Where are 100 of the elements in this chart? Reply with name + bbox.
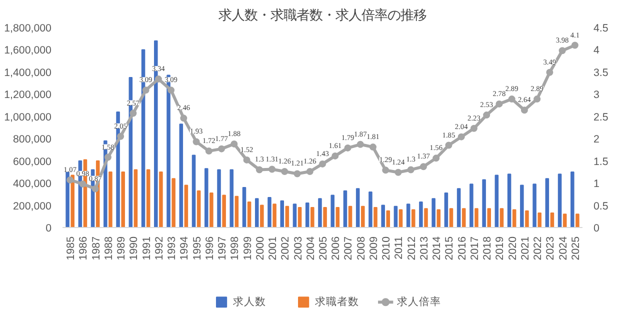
bar (159, 171, 163, 228)
y2-tick-label: 1 (594, 178, 600, 190)
point (130, 110, 137, 117)
bar (494, 174, 499, 228)
x-tick-label: 2018 (482, 236, 494, 260)
bar (456, 188, 461, 228)
point (470, 124, 478, 132)
y2-tick-label: 0 (594, 222, 600, 234)
bar (520, 184, 524, 228)
bar (406, 204, 410, 228)
x-tick-label: 2015 (444, 236, 456, 260)
bar (474, 208, 478, 228)
bar (424, 208, 428, 228)
x-tick-label: 1985 (65, 236, 78, 260)
bar (247, 201, 252, 228)
y-tick-label: 1,600,000 (4, 44, 52, 57)
x-tick-label: 1991 (140, 236, 153, 260)
bar (268, 197, 272, 228)
bar (336, 207, 340, 228)
bar (381, 204, 385, 228)
point (445, 142, 452, 149)
bar (512, 209, 516, 228)
x-tick-label: 1988 (102, 236, 115, 260)
point (332, 152, 339, 160)
point (294, 170, 301, 178)
bar (558, 174, 562, 228)
bar (432, 198, 436, 228)
point (382, 166, 390, 174)
y2-tick-label: 4 (594, 44, 600, 57)
bar (146, 169, 150, 228)
y-tick-label: 1,800,000 (4, 22, 52, 34)
bar (374, 207, 378, 228)
point (508, 96, 516, 103)
point (496, 100, 503, 108)
x-tick-label: 1999 (242, 236, 254, 260)
bar (242, 187, 246, 228)
bar (398, 209, 403, 228)
x-tick-label: 1996 (204, 236, 216, 260)
x-tick-label: 2002 (280, 236, 292, 260)
point (534, 96, 541, 103)
x-tick-label: 2011 (393, 236, 406, 260)
y-tick-label: 200,000 (12, 200, 52, 212)
y-tick-label: 600,000 (12, 156, 52, 168)
bar (204, 168, 208, 228)
x-tick-label: 2024 (557, 236, 570, 260)
point (154, 76, 162, 83)
y2-tick-label: 0.5 (594, 200, 608, 212)
bar (66, 171, 70, 228)
bar (330, 194, 334, 228)
bar (260, 204, 264, 228)
bar (550, 212, 554, 228)
point (394, 168, 402, 176)
y-tick-label: 400,000 (12, 178, 52, 190)
bar (538, 212, 542, 228)
x-tick-label: 2007 (342, 236, 355, 260)
x-tick-label: 2009 (368, 236, 380, 260)
point (571, 42, 578, 49)
bar (272, 204, 276, 228)
y2-tick-label: 2 (594, 134, 600, 146)
x-tick-label: 2006 (330, 236, 342, 260)
point (432, 154, 440, 162)
bar (192, 154, 196, 228)
x-tick-label: 1998 (229, 236, 242, 260)
point (104, 154, 112, 161)
bar (280, 200, 284, 228)
bar (343, 190, 348, 228)
point (243, 156, 250, 164)
y-tick-label: 0 (46, 222, 52, 234)
legend-label: 求人数 (232, 295, 266, 308)
bar (230, 169, 234, 228)
x-tick-label: 2016 (456, 236, 468, 260)
bar (298, 207, 302, 228)
x-tick-label: 1994 (178, 236, 191, 260)
x-tick-label: 2014 (431, 236, 444, 260)
point (205, 148, 212, 155)
point (369, 144, 376, 151)
bar (500, 208, 504, 228)
x-tick-label: 2017 (468, 236, 481, 260)
x-tick-label: 1997 (216, 236, 229, 260)
bar (482, 179, 486, 228)
x-tick-label: 2019 (494, 236, 506, 260)
x-tick-label: 1987 (90, 236, 102, 260)
point (407, 166, 414, 174)
point (420, 163, 427, 170)
legend-label: 求人倍率 (396, 295, 441, 308)
bar (562, 214, 567, 228)
x-tick-label: 2020 (506, 236, 519, 260)
y2-tick-label: 1.5 (594, 156, 608, 168)
y-tick-label: 800,000 (12, 134, 52, 146)
x-tick-label: 1989 (116, 236, 128, 260)
point (558, 47, 566, 54)
bar (196, 190, 201, 228)
point (117, 132, 124, 140)
point (319, 160, 326, 168)
point (256, 166, 263, 174)
point (546, 68, 554, 76)
bar (305, 202, 310, 228)
point (168, 86, 175, 94)
bar (310, 207, 314, 228)
point (356, 140, 364, 148)
